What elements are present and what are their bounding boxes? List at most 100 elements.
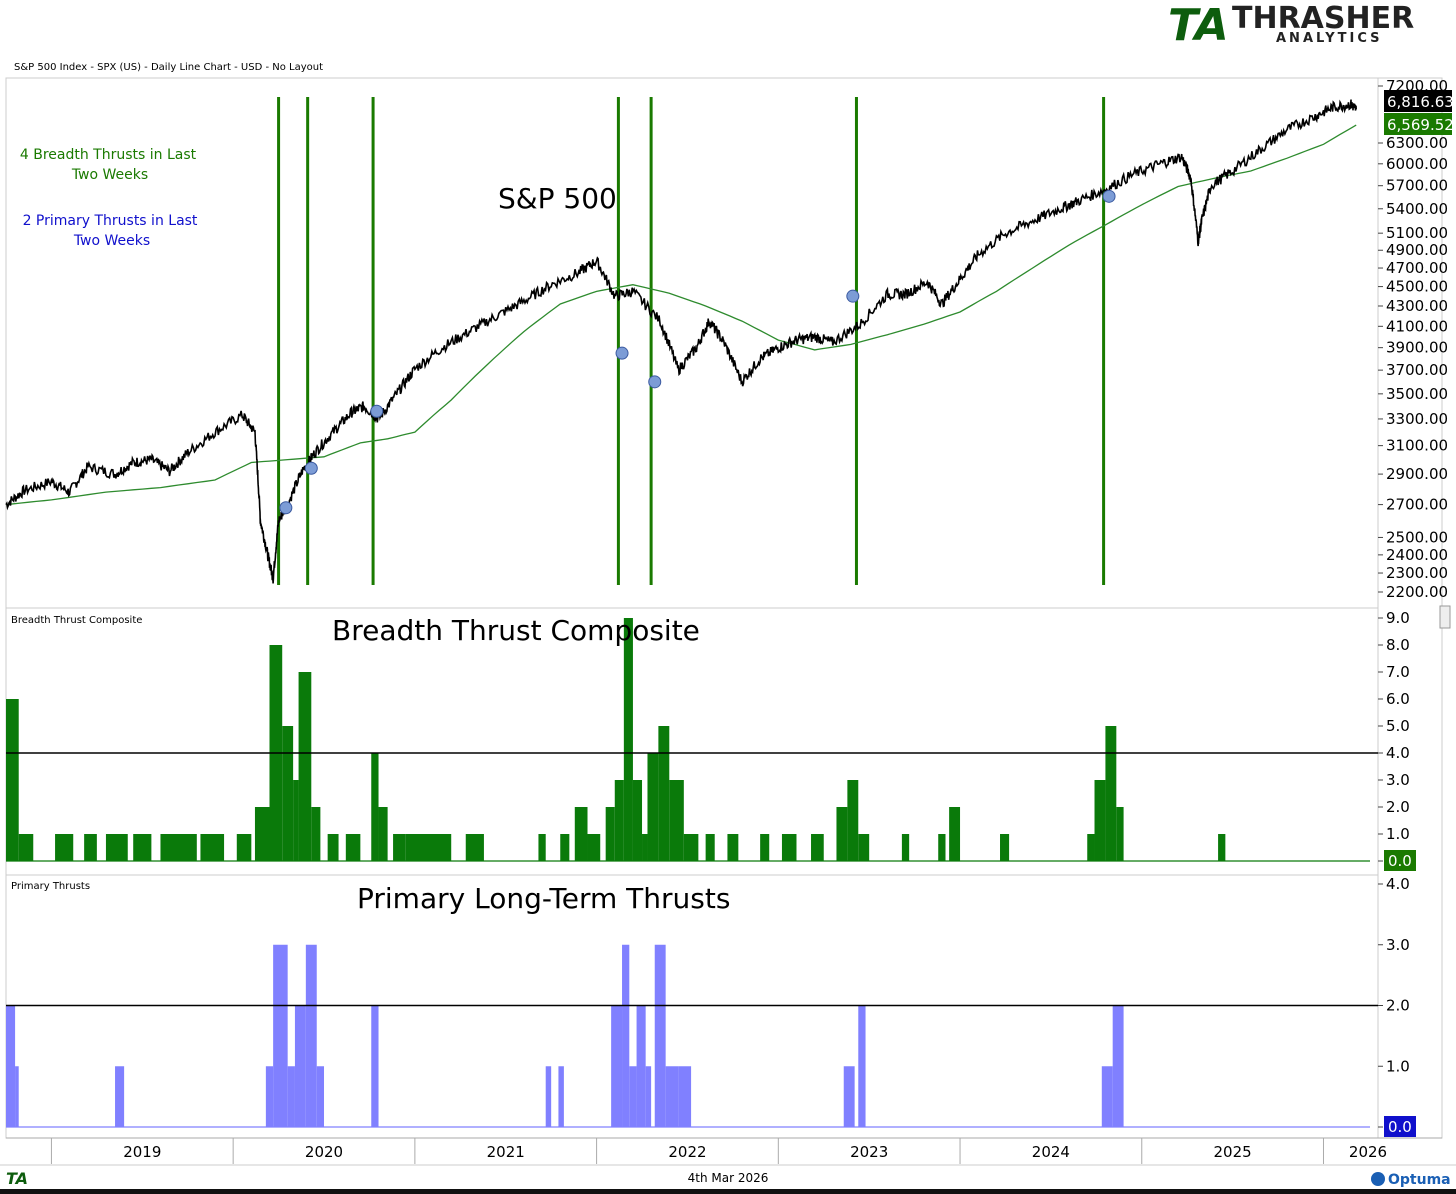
- breadth-bar-40: [811, 834, 824, 861]
- breadth-bar-33: [658, 726, 670, 861]
- breadth-bar-39: [781, 834, 797, 861]
- ma-value-label: 6,569.52: [1387, 116, 1454, 134]
- thrust-marker-0: [279, 501, 293, 515]
- x-tick-label-4: 2023: [850, 1143, 888, 1161]
- breadth-bar-5: [105, 834, 128, 861]
- breadth-bar-19: [378, 807, 388, 861]
- breadth-bar-12: [282, 726, 294, 861]
- primary-bar-18: [665, 1066, 679, 1127]
- price-tick-label-16: 5100.00: [1386, 224, 1448, 242]
- price-tick-label-20: 6300.00: [1386, 134, 1448, 152]
- breadth-bar-16: [327, 834, 339, 861]
- primary-bar-1: [15, 1066, 19, 1127]
- chart-info-label: S&P 500 Index - SPX (US) - Daily Line Ch…: [14, 62, 323, 73]
- thrust-marker-5: [846, 289, 860, 303]
- breadth-bar-29: [623, 618, 633, 861]
- breadth-bar-13: [293, 780, 299, 861]
- breadth-bar-30: [632, 780, 643, 861]
- breadth-bar-49: [1094, 780, 1106, 861]
- breadth-bar-34: [669, 780, 684, 861]
- x-tick-label-3: 2022: [668, 1143, 706, 1161]
- optuma-icon: [1371, 1172, 1385, 1186]
- primary-bar-15: [636, 1005, 646, 1127]
- primary-bar-14: [629, 1066, 637, 1127]
- thrust-marker-1: [304, 461, 318, 475]
- breadth-bar-10: [254, 807, 270, 861]
- breadth-panel-label: Breadth Thrust Composite: [11, 615, 142, 626]
- x-tick-label-2: 2021: [487, 1143, 525, 1161]
- breadth-bar-14: [298, 672, 312, 861]
- breadth-bar-52: [1218, 834, 1226, 861]
- breadth-bar-25: [574, 807, 588, 861]
- breadth-tick-label-8: 8.0: [1386, 636, 1410, 654]
- breadth-bar-27: [605, 807, 615, 861]
- primary-bar-5: [287, 1066, 295, 1127]
- primary-chart-title: Primary Long-Term Thrusts: [357, 882, 730, 915]
- breadth-bar-7: [160, 834, 197, 861]
- brand-logo: TA THRASHER ANALYTICS: [1168, 0, 1414, 51]
- note-primary-line1: 2 Primary Thrusts in Last: [23, 213, 198, 229]
- primary-tick-label-3: 3.0: [1386, 936, 1410, 954]
- breadth-bar-21: [405, 834, 452, 861]
- primary-bar-4: [273, 944, 288, 1127]
- breadth-bar-3: [55, 834, 74, 861]
- price-chart-title: S&P 500: [498, 182, 617, 215]
- breadth-bar-8: [200, 834, 225, 861]
- primary-bar-9: [371, 1005, 379, 1127]
- primary-tick-label-2: 2.0: [1386, 997, 1410, 1015]
- primary-last-label: 0.0: [1388, 1118, 1412, 1136]
- breadth-layer: [6, 618, 1378, 862]
- price-tick-label-0: 2200.00: [1386, 583, 1448, 601]
- breadth-tick-label-6: 6.0: [1386, 690, 1410, 708]
- breadth-bar-37: [727, 834, 739, 861]
- footer-date: 4th Mar 2026: [688, 1171, 769, 1185]
- price-tick-label-15: 4900.00: [1386, 241, 1448, 259]
- breadth-bar-36: [705, 834, 715, 861]
- ma-value-badge: [1384, 113, 1452, 135]
- breadth-bar-42: [847, 780, 859, 861]
- price-tick-label-17: 5400.00: [1386, 200, 1448, 218]
- brand-name: THRASHER: [1232, 1, 1414, 36]
- breadth-bar-47: [1000, 834, 1010, 861]
- breadth-tick-label-7: 7.0: [1386, 663, 1410, 681]
- breadth-bar-44: [901, 834, 910, 861]
- x-tick-label-6: 2025: [1214, 1143, 1252, 1161]
- thrust-marker-4: [648, 375, 662, 389]
- breadth-bar-15: [311, 807, 321, 861]
- breadth-bar-17: [345, 834, 361, 861]
- breadth-bar-26: [587, 834, 601, 861]
- x-tick-label-1: 2020: [305, 1143, 343, 1161]
- primary-last-badge: [1384, 1116, 1416, 1137]
- footer-left-logo: TA: [6, 1169, 28, 1188]
- price-tick-label-10: 3900.00: [1386, 339, 1448, 357]
- breadth-bar-51: [1116, 807, 1124, 861]
- last-price-label: 6,816.63: [1387, 93, 1454, 111]
- x-tick-label-5: 2024: [1032, 1143, 1070, 1161]
- primary-bar-20: [843, 1066, 855, 1127]
- breadth-bar-22: [465, 834, 484, 861]
- primary-bar-23: [1112, 1005, 1124, 1127]
- primary-bar-0: [6, 1005, 16, 1127]
- breadth-bar-38: [760, 834, 770, 861]
- price-tick-label-2: 2400.00: [1386, 546, 1448, 564]
- price-tick-label-3: 2500.00: [1386, 528, 1448, 546]
- price-tick-label-4: 2700.00: [1386, 496, 1448, 514]
- sp500-price-line: [5, 99, 1357, 584]
- breadth-tick-label-1: 1.0: [1386, 825, 1410, 843]
- primary-bar-10: [545, 1066, 552, 1127]
- breadth-bar-1: [18, 834, 34, 861]
- scroll-handle[interactable]: [1439, 605, 1451, 629]
- breadth-bar-4: [84, 834, 97, 861]
- primary-bar-2: [115, 1066, 125, 1127]
- breadth-bar-24: [560, 834, 570, 861]
- primary-panel-label: Primary Thrusts: [11, 881, 90, 892]
- price-tick-label-13: 4500.00: [1386, 278, 1448, 296]
- breadth-tick-label-2: 2.0: [1386, 798, 1410, 816]
- breadth-tick-label-9: 9.0: [1386, 609, 1410, 627]
- primary-bar-22: [1101, 1066, 1113, 1127]
- primary-bar-13: [622, 944, 630, 1127]
- price-tick-label-5: 2900.00: [1386, 465, 1448, 483]
- breadth-chart-title: Breadth Thrust Composite: [332, 614, 700, 647]
- note-breadth-line2: Two Weeks: [71, 167, 148, 183]
- breadth-bar-9: [236, 834, 252, 861]
